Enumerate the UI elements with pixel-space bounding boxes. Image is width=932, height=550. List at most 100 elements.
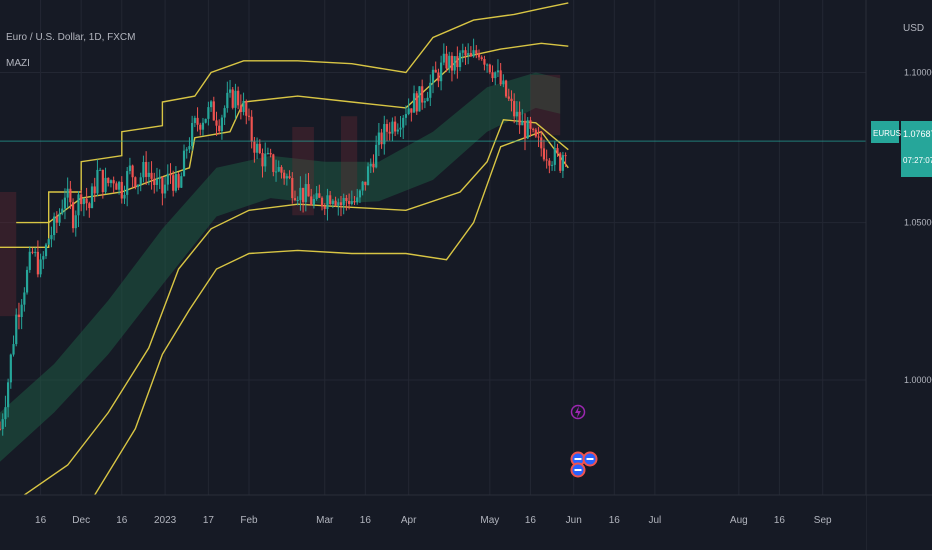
candle-body xyxy=(82,198,85,205)
candle-body xyxy=(9,354,12,383)
x-tick-label: 16 xyxy=(774,515,786,526)
candle-body xyxy=(320,197,324,207)
candle-body xyxy=(358,190,362,198)
candle-body xyxy=(410,108,413,113)
candle-body xyxy=(469,53,472,57)
candle-body xyxy=(483,59,486,65)
candle-body xyxy=(44,244,48,257)
candle-body xyxy=(15,314,18,345)
candle-body xyxy=(4,407,7,420)
candle-body xyxy=(526,120,529,139)
candle-body xyxy=(139,177,142,185)
flag-stripe xyxy=(574,469,582,471)
candle-body xyxy=(499,70,502,85)
candle-body xyxy=(293,198,297,201)
candle-body xyxy=(25,269,29,293)
candle-body xyxy=(161,177,164,194)
candle-body xyxy=(20,304,23,317)
x-tick-label: Mar xyxy=(316,515,334,526)
symbol-title[interactable]: Euro / U.S. Dollar, 1D, FXCM xyxy=(6,32,135,43)
candle-body xyxy=(193,117,196,123)
candle-body xyxy=(180,176,183,188)
candle-body xyxy=(559,153,562,171)
candle-body xyxy=(464,50,467,56)
candle-body xyxy=(323,206,326,209)
x-tick-label: 17 xyxy=(203,515,215,526)
event-marker-layer[interactable] xyxy=(570,404,598,478)
time-axis-panel[interactable] xyxy=(0,495,866,550)
candle-body xyxy=(253,141,256,153)
candle-body xyxy=(85,198,88,204)
candle-body xyxy=(494,72,497,79)
candle-body xyxy=(383,124,386,145)
candle-body xyxy=(12,344,15,355)
candle-body xyxy=(415,93,418,112)
candle-body xyxy=(353,201,356,203)
candle-body xyxy=(266,152,270,154)
lightning-glyph xyxy=(575,406,581,418)
candle-body xyxy=(364,181,367,186)
candle-body xyxy=(537,136,540,138)
candle-body xyxy=(99,169,102,171)
candle-body xyxy=(96,169,99,194)
x-tick-label: 16 xyxy=(35,515,47,526)
candle-body xyxy=(396,129,399,132)
x-tick-label: 16 xyxy=(116,515,128,526)
candle-body xyxy=(36,251,39,275)
candle-body xyxy=(117,181,121,190)
candle-body xyxy=(475,50,478,54)
candle-body xyxy=(123,194,126,199)
x-tick-label: 16 xyxy=(525,515,537,526)
band-line xyxy=(16,42,569,224)
candle-body xyxy=(215,120,218,126)
candle-body xyxy=(107,177,110,184)
candle-body xyxy=(310,196,313,205)
candle-body xyxy=(223,108,226,118)
indicator-label[interactable]: MAZI xyxy=(6,58,30,69)
time-axis: 16 Dec 16 2023 17 Feb Mar 16 Apr May 16 Jun 16 Jul Aug… xyxy=(35,515,832,526)
candle-body xyxy=(431,69,435,83)
candle-body xyxy=(502,80,505,85)
candle-body xyxy=(350,201,353,205)
candle-body xyxy=(375,144,378,168)
candle-body xyxy=(277,167,280,172)
candle-body xyxy=(288,176,291,178)
candle-body xyxy=(334,200,337,206)
candle-body xyxy=(472,50,475,57)
candle-body xyxy=(255,143,259,153)
candle-body xyxy=(142,161,145,178)
x-tick-label: Apr xyxy=(401,515,417,526)
flag-stripe xyxy=(586,458,594,460)
candle-body xyxy=(510,98,513,102)
price-axis-panel[interactable] xyxy=(866,0,932,550)
candle-body xyxy=(518,111,521,126)
candle-body xyxy=(412,93,416,113)
grid-layer xyxy=(0,0,866,495)
candle-body xyxy=(1,419,4,430)
candle-body xyxy=(426,97,429,102)
candle-body xyxy=(513,101,516,117)
candle-body xyxy=(136,184,140,187)
candle-body xyxy=(274,171,278,173)
candle-body xyxy=(556,148,559,154)
candle-body xyxy=(166,173,169,185)
candle-body xyxy=(299,187,302,201)
candle-body xyxy=(442,53,445,63)
candle-body xyxy=(283,172,286,179)
candle-body xyxy=(448,55,451,69)
candle-body xyxy=(372,163,375,168)
candle-body xyxy=(264,153,267,167)
candle-body xyxy=(90,186,94,209)
price-tag-countdown: 07:27:07 xyxy=(903,156,932,165)
candle-body xyxy=(250,116,253,142)
candle-body xyxy=(280,167,283,173)
candle-body xyxy=(553,148,556,165)
candle-body xyxy=(182,150,186,177)
candle-body xyxy=(480,57,483,60)
candle-body xyxy=(377,132,380,145)
price-tag-box xyxy=(901,121,932,177)
candle-body xyxy=(50,235,53,240)
candle-body xyxy=(245,101,248,116)
